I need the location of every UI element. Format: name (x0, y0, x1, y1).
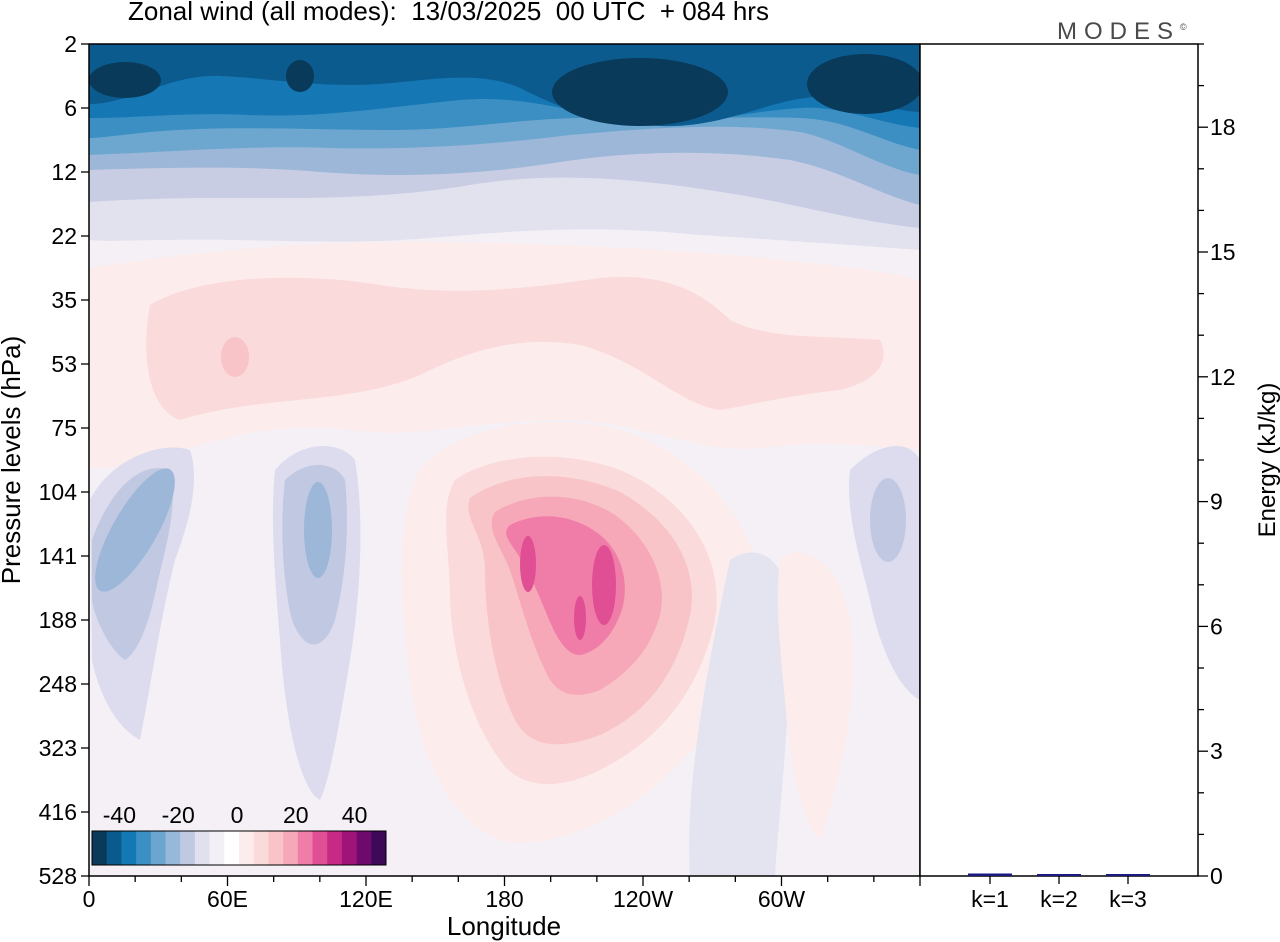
y-tick-label: 2 (64, 31, 77, 57)
zonal-wind-heatmap (88, 43, 921, 877)
contour-easterly-core-3 (807, 54, 920, 114)
y-tick-label: 141 (39, 543, 77, 569)
y-tick-label: 323 (39, 735, 77, 761)
y-tick-label: 528 (39, 863, 77, 889)
contour-trop-easterly-atlantic2 (870, 478, 906, 562)
colorbar-swatch (194, 831, 211, 865)
contour-jet-core-2 (592, 545, 616, 625)
contour-jet-core-1 (520, 536, 536, 592)
energy-bar-k3 (1106, 874, 1150, 876)
energy-panel-frame (919, 43, 1199, 877)
energy-bar-k1 (968, 873, 1012, 876)
contour-trop-easterly-africa3 (95, 468, 175, 592)
contour-easterly-core-2 (552, 58, 728, 126)
energy-tick-label: 6 (1210, 613, 1223, 639)
colorbar-swatch (341, 831, 358, 865)
colorbar-swatch (150, 831, 166, 865)
contour-westerly-mid (146, 276, 884, 420)
contour-easterly-core-4 (286, 60, 314, 92)
energy-bars (968, 873, 1150, 876)
contour-trop-easterly-asia3 (304, 482, 332, 578)
x-tick-label: 180 (485, 886, 523, 912)
y-tick-label: 248 (39, 671, 77, 697)
contour-easterly-core-1 (89, 62, 161, 98)
contour-jet-4 (506, 516, 625, 655)
x-tick-label: 120W (613, 886, 673, 912)
energy-bar-k2 (1037, 874, 1081, 876)
y-axis-label: Pressure levels (hPa) (0, 336, 26, 585)
colorbar-swatch (136, 831, 152, 865)
colorbar-swatch (268, 831, 284, 865)
colorbar-swatch (106, 831, 122, 865)
x-tick-label: 0 (83, 886, 96, 912)
colorbar-swatch (327, 831, 343, 865)
energy-tick-label: 3 (1210, 738, 1223, 764)
y-axis: 2 6 12 22 35 53 75 104 141 188 248 323 416 528 (39, 31, 89, 889)
energy-tick-label: 18 (1210, 114, 1236, 140)
energy-tick-label: 0 (1210, 863, 1223, 889)
colorbar-swatch (356, 831, 372, 865)
colorbar-swatch (92, 831, 108, 865)
colorbar-swatch (121, 831, 137, 865)
y-tick-label: 35 (51, 287, 77, 313)
colorbar-swatch (165, 831, 181, 865)
colorbar-swatch (239, 831, 255, 865)
colorbar-swatch (180, 831, 196, 865)
energy-tick-label: 12 (1210, 364, 1236, 390)
y-tick-label: 6 (64, 95, 77, 121)
y-tick-label: 188 (39, 607, 77, 633)
contour-jet-core-3 (574, 596, 586, 640)
energy-x-tick-label: k=2 (1040, 886, 1078, 912)
colorbar-tick-label: 20 (283, 802, 309, 828)
x-tick-label: 60E (207, 886, 248, 912)
colorbar-swatch (224, 831, 240, 865)
x-axis: 0 60E 120E 180 120W 60W (83, 876, 921, 912)
colorbar-swatch (371, 831, 387, 865)
colorbar: -40 -20 0 20 40 (91, 802, 387, 866)
y-tick-label: 416 (39, 799, 77, 825)
colorbar-swatch (283, 831, 299, 865)
wind-contours (89, 44, 920, 876)
x-axis-label: Longitude (447, 911, 561, 941)
energy-x-tick-label: k=3 (1109, 886, 1147, 912)
modes-logo: MODES© (1057, 18, 1187, 45)
energy-bar-chart: 0 3 6 9 12 15 18 k=1 k=2 k=3 Energy (kJ/kg) (919, 43, 1280, 912)
energy-x-axis: k=1 k=2 k=3 (971, 876, 1147, 912)
energy-tick-label: 9 (1210, 489, 1223, 515)
y-tick-label: 53 (51, 351, 77, 377)
colorbar-tick-label: -20 (162, 802, 195, 828)
colorbar-frame (91, 830, 387, 866)
colorbar-swatch (312, 831, 328, 865)
y-tick-label: 75 (51, 415, 77, 441)
colorbar-tick-label: 40 (342, 802, 368, 828)
y-tick-label: 22 (51, 223, 77, 249)
y-tick-label: 104 (39, 479, 78, 505)
contour-trop-westerly-pacific (777, 552, 853, 840)
colorbar-swatch (253, 831, 269, 865)
energy-axis-label: Energy (kJ/kg) (1254, 383, 1280, 538)
energy-y-axis: 0 3 6 9 12 15 18 (1198, 43, 1236, 889)
energy-x-tick-label: k=1 (971, 886, 1009, 912)
colorbar-swatch (297, 831, 313, 865)
x-tick-label: 120E (339, 886, 393, 912)
chart-title: Zonal wind (all modes): 13/03/2025 00 UT… (128, 0, 769, 26)
contour-trop-easterly-eastpac (689, 552, 791, 876)
contour-westerly-spot (221, 337, 249, 377)
logo-text: MODES (1057, 18, 1181, 45)
colorbar-tick-label: 0 (231, 802, 244, 828)
y-tick-label: 12 (51, 159, 77, 185)
colorbar-swatch (209, 831, 225, 865)
energy-tick-label: 15 (1210, 239, 1236, 265)
x-tick-label: 60W (758, 886, 806, 912)
colorbar-tick-label: -40 (103, 802, 136, 828)
